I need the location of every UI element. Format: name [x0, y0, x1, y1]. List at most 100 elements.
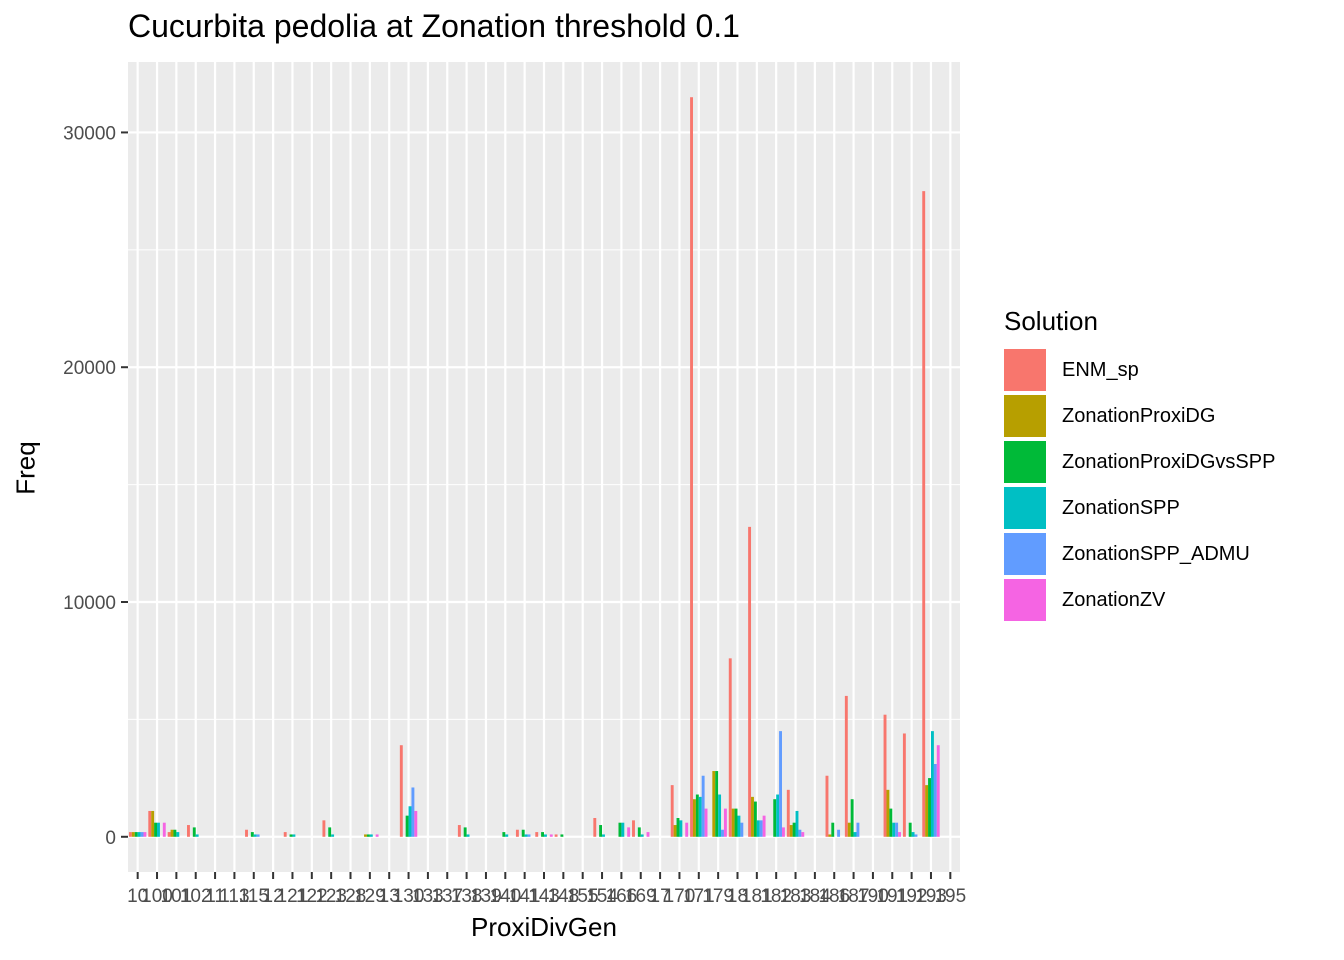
bar — [798, 829, 802, 837]
x-tick-label: 192 — [896, 886, 928, 907]
legend: Solution ENM_sp ZonationProxiDG ZonationPr… — [1004, 306, 1275, 623]
bar — [192, 827, 196, 837]
x-tick-label: 190 — [857, 886, 889, 907]
bar — [289, 834, 293, 837]
bar — [593, 818, 597, 837]
bar — [715, 771, 719, 837]
bar — [837, 829, 841, 837]
bar — [795, 810, 799, 837]
bar — [685, 822, 689, 837]
bar — [844, 695, 848, 837]
bar — [646, 832, 650, 837]
bar — [728, 658, 732, 837]
bar — [883, 714, 887, 837]
bar — [140, 832, 144, 837]
x-tick-label: 154 — [586, 886, 618, 907]
bar — [704, 808, 708, 837]
chart-title: Cucurbita pedolia at Zonation threshold … — [128, 8, 740, 44]
bar — [599, 825, 603, 837]
x-tick-label: 182 — [760, 886, 792, 907]
bar — [253, 834, 257, 837]
bar — [670, 785, 674, 837]
legend-title: Solution — [1004, 306, 1098, 336]
bar — [892, 822, 896, 837]
bar — [283, 832, 287, 837]
bar — [911, 832, 915, 837]
bar — [690, 97, 693, 837]
bar — [673, 825, 677, 837]
bar — [828, 834, 832, 837]
y-axis-label: Freq — [10, 441, 41, 495]
bar — [773, 799, 777, 837]
x-tick-label: 137 — [431, 886, 463, 907]
bar — [621, 822, 625, 837]
bar — [737, 815, 741, 837]
bar — [701, 775, 705, 837]
legend-label: ZonationZV — [1062, 588, 1166, 611]
bar — [676, 818, 680, 837]
bar — [148, 810, 152, 837]
bar — [847, 822, 851, 837]
bar — [914, 834, 918, 837]
legend-label: ZonationProxiDG — [1062, 404, 1216, 427]
x-tick-label: 166 — [606, 886, 638, 907]
bar — [853, 832, 857, 837]
legend-label: ENM_sp — [1062, 358, 1139, 381]
x-tick-label: 171 — [683, 886, 715, 907]
major-gridlines — [128, 62, 960, 872]
x-tick-label: 18 — [727, 886, 748, 907]
bar — [928, 778, 931, 837]
legend-item: ZonationSPP_ADMU — [1004, 531, 1275, 577]
legend-key — [1004, 579, 1046, 621]
bar — [718, 794, 722, 837]
bar — [466, 834, 470, 837]
x-tick-label: 13 — [379, 886, 400, 907]
bar — [902, 733, 906, 837]
bar — [515, 829, 519, 837]
bar — [173, 829, 177, 837]
x-tick-label: 100 — [141, 886, 173, 907]
bar — [505, 834, 509, 837]
bar — [170, 829, 174, 837]
bar — [256, 834, 260, 837]
axes-layer: 0 10000 20000 30000 101001011021111311512121… — [63, 123, 966, 907]
bar — [627, 827, 631, 837]
x-tick-label: 183 — [780, 886, 812, 907]
bar — [549, 834, 553, 837]
x-tick-label: 128 — [335, 886, 367, 907]
x-tick-label: 102 — [180, 886, 212, 907]
bar — [637, 827, 641, 837]
legend-item: ZonationZV — [1004, 577, 1275, 623]
legend-item: ENM_sp — [1004, 347, 1275, 393]
bar — [698, 796, 702, 837]
bar — [925, 785, 929, 837]
x-tick-label: 12 — [263, 886, 284, 907]
bar — [632, 820, 635, 837]
x-tick-label: 122 — [296, 886, 328, 907]
x-tick-label: 138 — [451, 886, 483, 907]
bar — [128, 832, 132, 837]
bar — [524, 834, 528, 837]
y-tick-label: 0 — [105, 828, 116, 849]
bar — [734, 808, 738, 837]
bar — [292, 834, 296, 837]
bar — [640, 834, 644, 837]
x-tick-label: 155 — [567, 886, 599, 907]
bar — [756, 820, 760, 837]
x-tick-label: 129 — [354, 886, 386, 907]
bar — [695, 794, 699, 837]
legend-item: ZonationProxiDGvsSPP — [1004, 439, 1275, 485]
bar — [250, 832, 254, 837]
legend-key — [1004, 349, 1046, 391]
bar — [908, 822, 912, 837]
bar — [779, 731, 782, 837]
x-tick-label: 187 — [838, 886, 870, 907]
bar — [721, 829, 724, 837]
x-tick-label: 169 — [625, 886, 657, 907]
x-tick-label: 10 — [127, 886, 148, 907]
legend-key — [1004, 487, 1046, 529]
bar — [527, 834, 531, 837]
x-tick-label: 123 — [315, 886, 347, 907]
x-tick-label: 115 — [239, 886, 269, 907]
